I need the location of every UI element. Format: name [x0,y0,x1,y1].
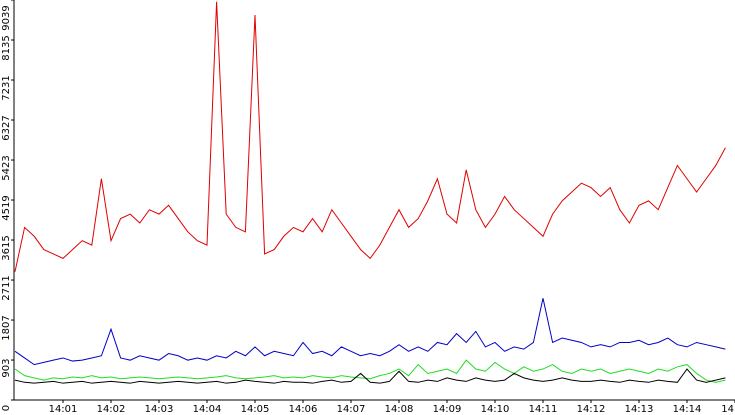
x-tick-label: 14:03 [145,404,174,415]
y-tick-label: 0 [1,405,12,411]
y-tick-label: 7231 [1,75,12,100]
x-tick-label: 14:06 [289,404,318,415]
x-tick-label: 14:10 [481,404,510,415]
y-tick-label: 3615 [1,235,12,260]
x-tick-label: 14:12 [577,404,606,415]
x-tick-label: 14 [721,404,734,415]
x-tick-label: 14:14 [673,404,702,415]
x-tick-label: 14:13 [625,404,654,415]
y-tick-label: 2711 [1,275,12,300]
x-tick-label: 14:04 [193,404,222,415]
y-tick-label: 5423 [1,155,12,180]
x-tick-label: 14:01 [49,404,78,415]
y-tick-label: 4519 [1,195,12,220]
y-tick-label: 1807 [1,315,12,340]
x-tick-label: 14:08 [385,404,414,415]
y-tick-label: 9039 [1,5,12,30]
x-tick-label: 14:09 [433,404,462,415]
series-line [14,359,726,383]
y-tick-label: 8135 [1,35,12,60]
x-tick-label: 14:02 [97,404,126,415]
x-tick-label: 14:11 [529,404,558,415]
y-tick-label: 6327 [1,115,12,140]
y-tick-label: 903 [1,358,12,377]
x-tick-label: 14:07 [337,404,366,415]
x-tick-label: 14:05 [241,404,270,415]
series-line [14,298,726,366]
series-line [14,368,726,384]
series-line [14,1,726,272]
